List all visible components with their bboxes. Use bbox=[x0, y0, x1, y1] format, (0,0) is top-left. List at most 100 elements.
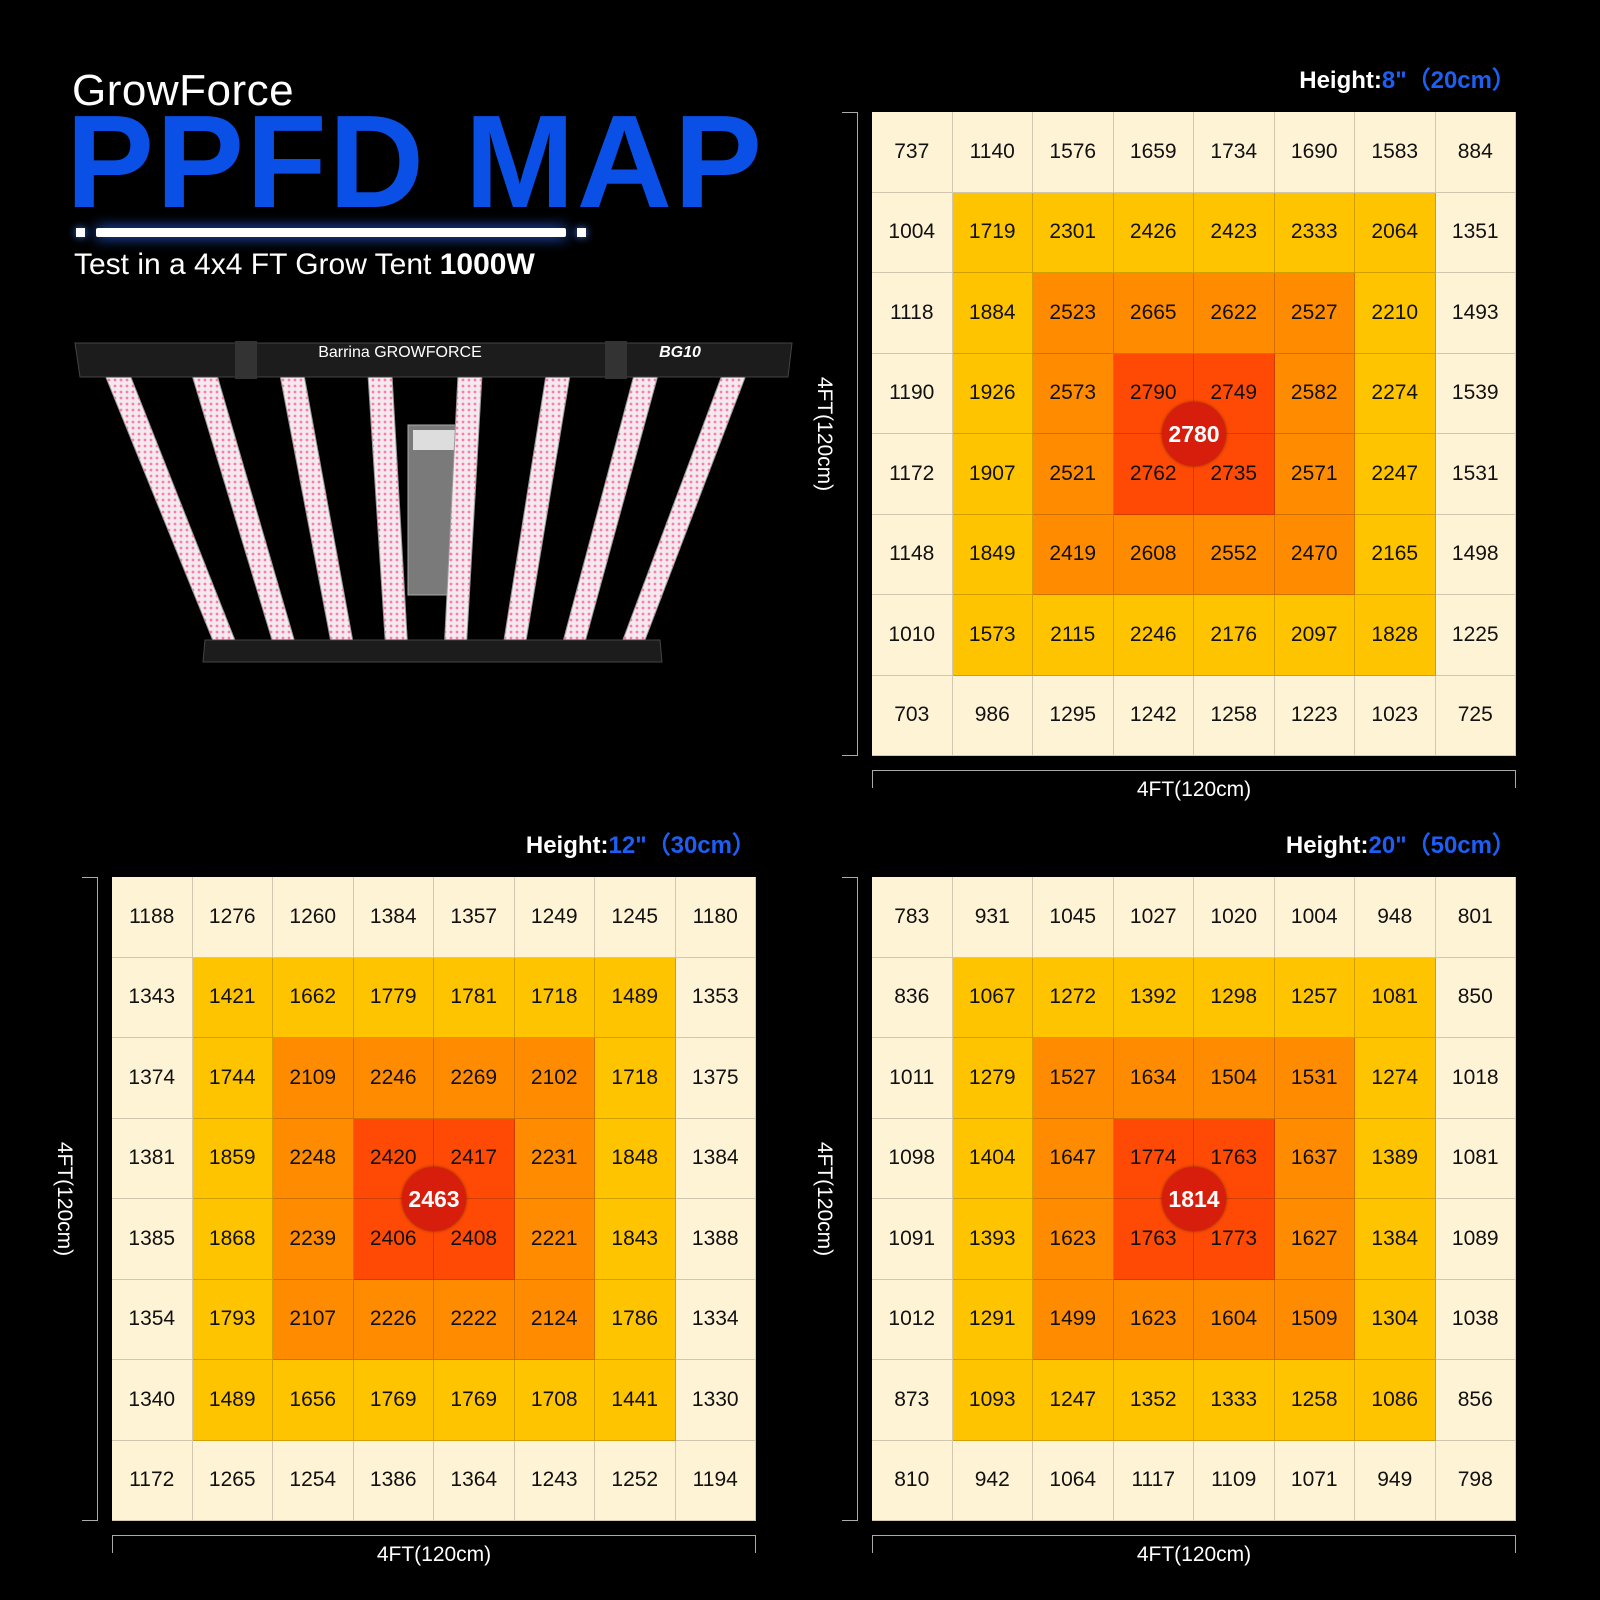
ppfd-cell: 1225 bbox=[1435, 595, 1516, 676]
bottom-dimension-label: 4FT(120cm) bbox=[376, 1543, 492, 1566]
ppfd-cell: 1295 bbox=[1033, 675, 1114, 756]
ppfd-cell: 2246 bbox=[353, 1038, 434, 1119]
ppfd-cell: 1272 bbox=[1033, 957, 1114, 1038]
center-ppfd-badge: 1814 bbox=[1162, 1167, 1226, 1231]
ppfd-cell: 1763 bbox=[1194, 1118, 1275, 1199]
ppfd-cell: 850 bbox=[1435, 957, 1516, 1038]
ppfd-cell: 1763 bbox=[1113, 1199, 1194, 1280]
ppfd-cell: 1907 bbox=[952, 434, 1033, 515]
side-dimension-label: 4FT(120cm) bbox=[53, 1141, 76, 1257]
ppfd-cell: 942 bbox=[952, 1440, 1033, 1521]
fixture-brand-label: Barrina GROWFORCE bbox=[318, 344, 482, 361]
ppfd-cell: 2247 bbox=[1355, 434, 1436, 515]
ppfd-cell: 1848 bbox=[595, 1118, 676, 1199]
ppfd-cell: 2527 bbox=[1274, 273, 1355, 354]
brand-name: GrowForce bbox=[72, 66, 295, 115]
ppfd-cell: 1441 bbox=[595, 1360, 676, 1441]
bottom-dimension-bracket bbox=[872, 770, 1516, 788]
ppfd-cell: 1304 bbox=[1355, 1279, 1436, 1360]
ppfd-cell: 1779 bbox=[353, 957, 434, 1038]
ppfd-cell: 1539 bbox=[1435, 353, 1516, 434]
ppfd-cell: 1386 bbox=[353, 1440, 434, 1521]
ppfd-cell: 1374 bbox=[112, 1038, 193, 1119]
ppfd-cell: 1045 bbox=[1033, 877, 1114, 958]
ppfd-cell: 949 bbox=[1355, 1440, 1436, 1521]
ppfd-cell: 1334 bbox=[675, 1279, 756, 1360]
ppfd-cell: 1627 bbox=[1274, 1199, 1355, 1280]
ppfd-cell: 1093 bbox=[952, 1360, 1033, 1441]
ppfd-cell: 737 bbox=[872, 112, 953, 193]
ppfd-cell: 1744 bbox=[192, 1038, 273, 1119]
ppfd-cell: 1884 bbox=[952, 273, 1033, 354]
ppfd-cell: 1926 bbox=[952, 353, 1033, 434]
ppfd-cell: 1573 bbox=[952, 595, 1033, 676]
side-dimension-label: 4FT(120cm) bbox=[813, 376, 836, 492]
ppfd-cell: 2124 bbox=[514, 1279, 595, 1360]
ppfd-cell: 2521 bbox=[1033, 434, 1114, 515]
ppfd-cell: 1531 bbox=[1435, 434, 1516, 515]
ppfd-cell: 1340 bbox=[112, 1360, 193, 1441]
ppfd-cell: 1279 bbox=[952, 1038, 1033, 1119]
ppfd-cell: 1180 bbox=[675, 877, 756, 958]
ppfd-cell: 703 bbox=[872, 675, 953, 756]
ppfd-cell: 1381 bbox=[112, 1118, 193, 1199]
ppfd-cell: 836 bbox=[872, 957, 953, 1038]
ppfd-cell: 1734 bbox=[1194, 112, 1275, 193]
side-dimension-bracket bbox=[82, 877, 98, 1521]
ppfd-cell: 2221 bbox=[514, 1199, 595, 1280]
ppfd-cell: 1265 bbox=[192, 1440, 273, 1521]
ppfd-cell: 1109 bbox=[1194, 1440, 1275, 1521]
ppfd-cell: 1404 bbox=[952, 1118, 1033, 1199]
ppfd-cell: 1364 bbox=[434, 1440, 515, 1521]
ppfd-cell: 1258 bbox=[1274, 1360, 1355, 1441]
ppfd-cell: 2165 bbox=[1355, 514, 1436, 595]
ppfd-cell: 1708 bbox=[514, 1360, 595, 1441]
ppfd-cell: 2426 bbox=[1113, 192, 1194, 273]
ppfd-cell: 2109 bbox=[273, 1038, 354, 1119]
ppfd-cell: 1249 bbox=[514, 877, 595, 958]
ppfd-cell: 1718 bbox=[514, 957, 595, 1038]
ppfd-map-8in: Height:8"（20cm） 4FT(120cm) 737 1140 1576 16… bbox=[813, 67, 1516, 801]
ppfd-cell: 931 bbox=[952, 877, 1033, 958]
ppfd-cell: 2210 bbox=[1355, 273, 1436, 354]
ppfd-cell: 1242 bbox=[1113, 675, 1194, 756]
ppfd-cell: 801 bbox=[1435, 877, 1516, 958]
ppfd-cell: 1623 bbox=[1113, 1279, 1194, 1360]
ppfd-cell: 1719 bbox=[952, 192, 1033, 273]
ppfd-cell: 1353 bbox=[675, 957, 756, 1038]
page-subtitle: Test in a 4x4 FT Grow Tent 1000W bbox=[74, 248, 535, 281]
ppfd-cell: 2423 bbox=[1194, 192, 1275, 273]
ppfd-cell: 1011 bbox=[872, 1038, 953, 1119]
ppfd-cell: 1004 bbox=[1274, 877, 1355, 958]
ppfd-cell: 1257 bbox=[1274, 957, 1355, 1038]
ppfd-cell: 1140 bbox=[952, 112, 1033, 193]
ppfd-grid: 1188 1276 1260 1384 1357 1249 1245 1180 1343 1421… bbox=[112, 877, 756, 1521]
center-ppfd-badge: 2780 bbox=[1162, 402, 1226, 466]
ppfd-cell: 2573 bbox=[1033, 353, 1114, 434]
ppfd-cell: 1352 bbox=[1113, 1360, 1194, 1441]
ppfd-cell: 1781 bbox=[434, 957, 515, 1038]
ppfd-cell: 1010 bbox=[872, 595, 953, 676]
ppfd-cell: 1357 bbox=[434, 877, 515, 958]
side-dimension-bracket bbox=[842, 877, 858, 1521]
ppfd-cell: 798 bbox=[1435, 1440, 1516, 1521]
ppfd-cell: 1583 bbox=[1355, 112, 1436, 193]
ppfd-cell: 2571 bbox=[1274, 434, 1355, 515]
ppfd-cell: 2608 bbox=[1113, 514, 1194, 595]
ppfd-cell: 2665 bbox=[1113, 273, 1194, 354]
ppfd-cell: 1531 bbox=[1274, 1038, 1355, 1119]
ppfd-cell: 2222 bbox=[434, 1279, 515, 1360]
ppfd-cell: 1190 bbox=[872, 353, 953, 434]
ppfd-cell: 1859 bbox=[192, 1118, 273, 1199]
ppfd-cell: 1659 bbox=[1113, 112, 1194, 193]
center-ppfd-badge: 2463 bbox=[402, 1167, 466, 1231]
ppfd-cell: 1252 bbox=[595, 1440, 676, 1521]
ppfd-cell: 1027 bbox=[1113, 877, 1194, 958]
ppfd-cell: 1527 bbox=[1033, 1038, 1114, 1119]
ppfd-cell: 1849 bbox=[952, 514, 1033, 595]
ppfd-cell: 1389 bbox=[1355, 1118, 1436, 1199]
ppfd-cell: 725 bbox=[1435, 675, 1516, 756]
ppfd-cell: 2470 bbox=[1274, 514, 1355, 595]
ppfd-map-12in: Height:12"（30cm） 4FT(120cm) 1188 1276 1260… bbox=[53, 832, 756, 1566]
ppfd-cell: 1258 bbox=[1194, 675, 1275, 756]
